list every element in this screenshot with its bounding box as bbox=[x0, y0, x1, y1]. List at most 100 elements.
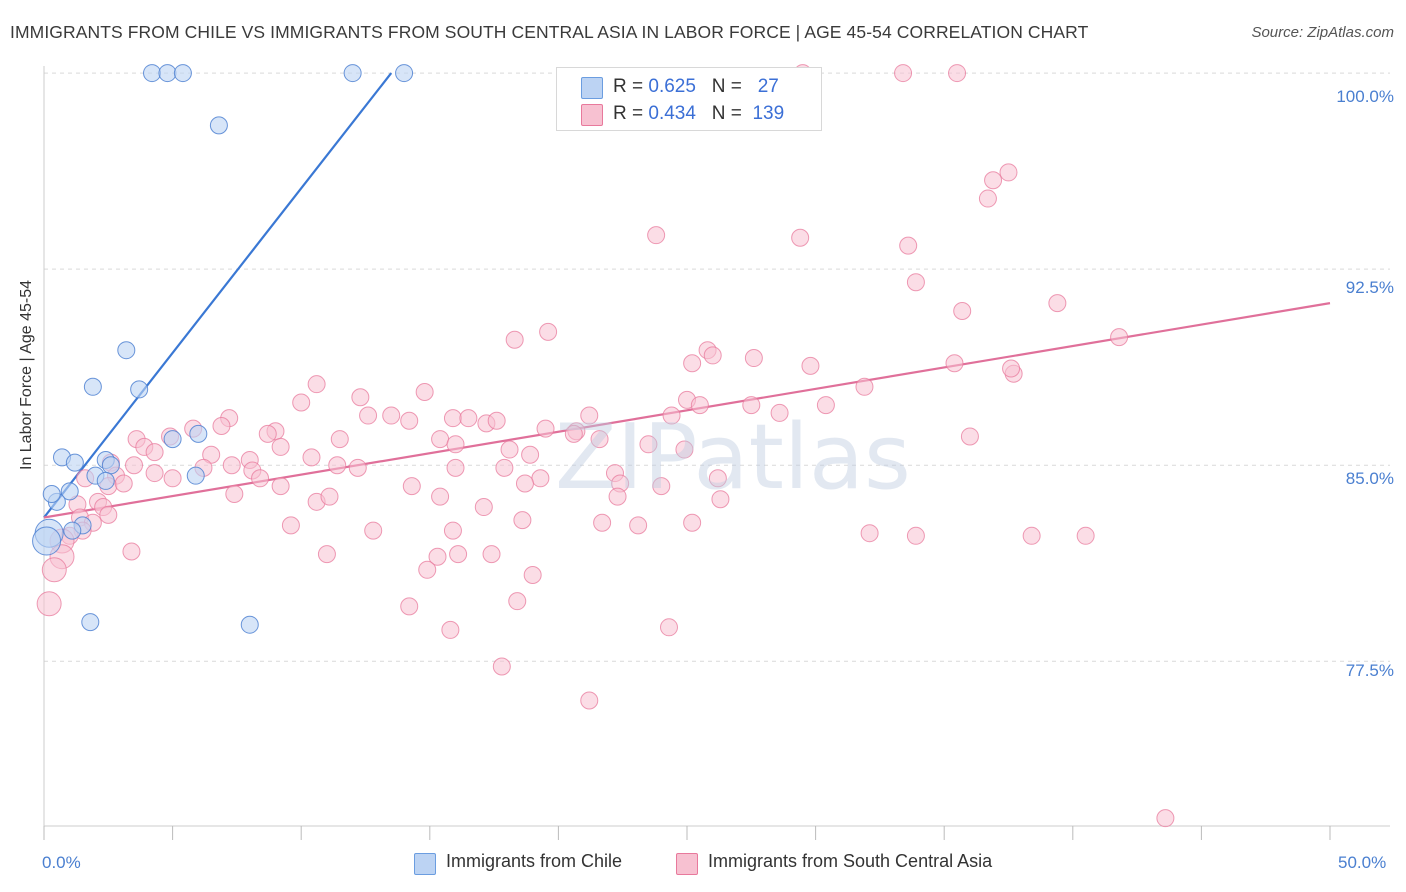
point-sca bbox=[683, 354, 702, 373]
point-sca bbox=[744, 349, 763, 368]
point-sca bbox=[860, 524, 879, 543]
point-sca bbox=[359, 406, 378, 425]
legend-swatch-sca bbox=[676, 853, 698, 875]
point-sca bbox=[441, 620, 460, 639]
r-value-chile: 0.625 bbox=[648, 76, 696, 97]
point-sca bbox=[513, 511, 532, 530]
point-sca bbox=[690, 396, 709, 415]
point-sca bbox=[906, 526, 925, 545]
point-sca bbox=[431, 487, 450, 506]
point-sca bbox=[145, 464, 164, 483]
y-tick-label: 92.5% bbox=[1345, 278, 1394, 297]
point-sca bbox=[508, 592, 527, 611]
point-sca bbox=[292, 393, 311, 412]
point-sca bbox=[1110, 328, 1129, 347]
point-sca bbox=[36, 591, 62, 617]
point-sca bbox=[487, 411, 506, 430]
r-value-sca: 0.434 bbox=[648, 103, 696, 124]
point-sca bbox=[662, 406, 681, 425]
point-chile bbox=[343, 64, 362, 83]
series-chile-points bbox=[32, 64, 414, 634]
point-sca bbox=[742, 396, 761, 415]
point-sca bbox=[351, 388, 370, 407]
watermark: ZIPatlas bbox=[555, 405, 911, 510]
point-chile bbox=[101, 456, 120, 475]
point-sca bbox=[999, 163, 1018, 182]
point-sca bbox=[382, 406, 401, 425]
point-sca bbox=[675, 440, 694, 459]
y-tick-label: 100.0% bbox=[1336, 87, 1394, 106]
n-label: N = bbox=[711, 103, 742, 124]
point-sca bbox=[258, 424, 277, 443]
point-sca bbox=[580, 406, 599, 425]
point-sca bbox=[770, 403, 789, 422]
point-sca bbox=[443, 521, 462, 540]
point-chile bbox=[63, 521, 82, 540]
point-sca bbox=[251, 469, 270, 488]
point-sca bbox=[320, 487, 339, 506]
point-chile bbox=[189, 424, 208, 443]
point-sca bbox=[683, 513, 702, 532]
point-sca bbox=[281, 516, 300, 535]
point-sca bbox=[1022, 526, 1041, 545]
point-sca bbox=[271, 477, 290, 496]
point-sca bbox=[402, 477, 421, 496]
point-sca bbox=[364, 521, 383, 540]
point-sca bbox=[114, 474, 133, 493]
point-sca bbox=[816, 396, 835, 415]
point-chile bbox=[42, 484, 61, 503]
chart-title: IMMIGRANTS FROM CHILE VS IMMIGRANTS FROM… bbox=[10, 22, 1089, 42]
point-sca bbox=[443, 409, 462, 428]
point-sca bbox=[523, 566, 542, 585]
point-sca bbox=[459, 409, 478, 428]
point-sca bbox=[163, 469, 182, 488]
point-sca bbox=[647, 226, 666, 245]
point-sca bbox=[446, 435, 465, 454]
point-sca bbox=[593, 513, 612, 532]
point-sca bbox=[317, 545, 336, 564]
point-sca bbox=[580, 691, 599, 710]
point-sca bbox=[495, 458, 514, 477]
point-sca bbox=[330, 430, 349, 449]
point-sca bbox=[125, 456, 144, 475]
point-sca bbox=[708, 469, 727, 488]
legend-label-sca: Immigrants from South Central Asia bbox=[708, 851, 993, 871]
x-tick-label: 50.0% bbox=[1338, 853, 1387, 872]
legend-stats: R = 0.625 N = 27 R = 0.434 N = 139 bbox=[556, 67, 822, 131]
point-sca bbox=[446, 458, 465, 477]
point-chile bbox=[240, 615, 259, 634]
point-sca bbox=[482, 545, 501, 564]
point-sca bbox=[539, 322, 558, 341]
y-tick-label: 77.5% bbox=[1345, 661, 1394, 680]
point-sca bbox=[536, 419, 555, 438]
point-chile bbox=[186, 466, 205, 485]
point-sca bbox=[703, 346, 722, 365]
point-sca bbox=[855, 377, 874, 396]
point-sca bbox=[652, 477, 671, 496]
point-chile bbox=[143, 64, 162, 83]
point-sca bbox=[953, 301, 972, 320]
point-chile bbox=[163, 430, 182, 449]
point-sca bbox=[505, 330, 524, 349]
point-sca bbox=[948, 64, 967, 83]
point-chile bbox=[96, 471, 115, 490]
point-sca bbox=[1048, 294, 1067, 313]
point-sca bbox=[307, 375, 326, 394]
point-sca bbox=[500, 440, 519, 459]
point-sca bbox=[791, 228, 810, 247]
point-sca bbox=[711, 490, 730, 509]
point-sca bbox=[415, 383, 434, 402]
point-sca bbox=[225, 484, 244, 503]
r-label: R = bbox=[613, 103, 644, 124]
trendline-chile bbox=[43, 72, 393, 519]
point-chile bbox=[32, 526, 62, 556]
point-sca bbox=[899, 236, 918, 255]
legend-label-chile: Immigrants from Chile bbox=[446, 851, 623, 871]
point-chile bbox=[65, 453, 84, 472]
point-sca bbox=[984, 171, 1003, 190]
point-sca bbox=[906, 273, 925, 292]
legend-swatch-chile bbox=[581, 77, 603, 99]
point-sca bbox=[945, 354, 964, 373]
point-sca bbox=[400, 597, 419, 616]
